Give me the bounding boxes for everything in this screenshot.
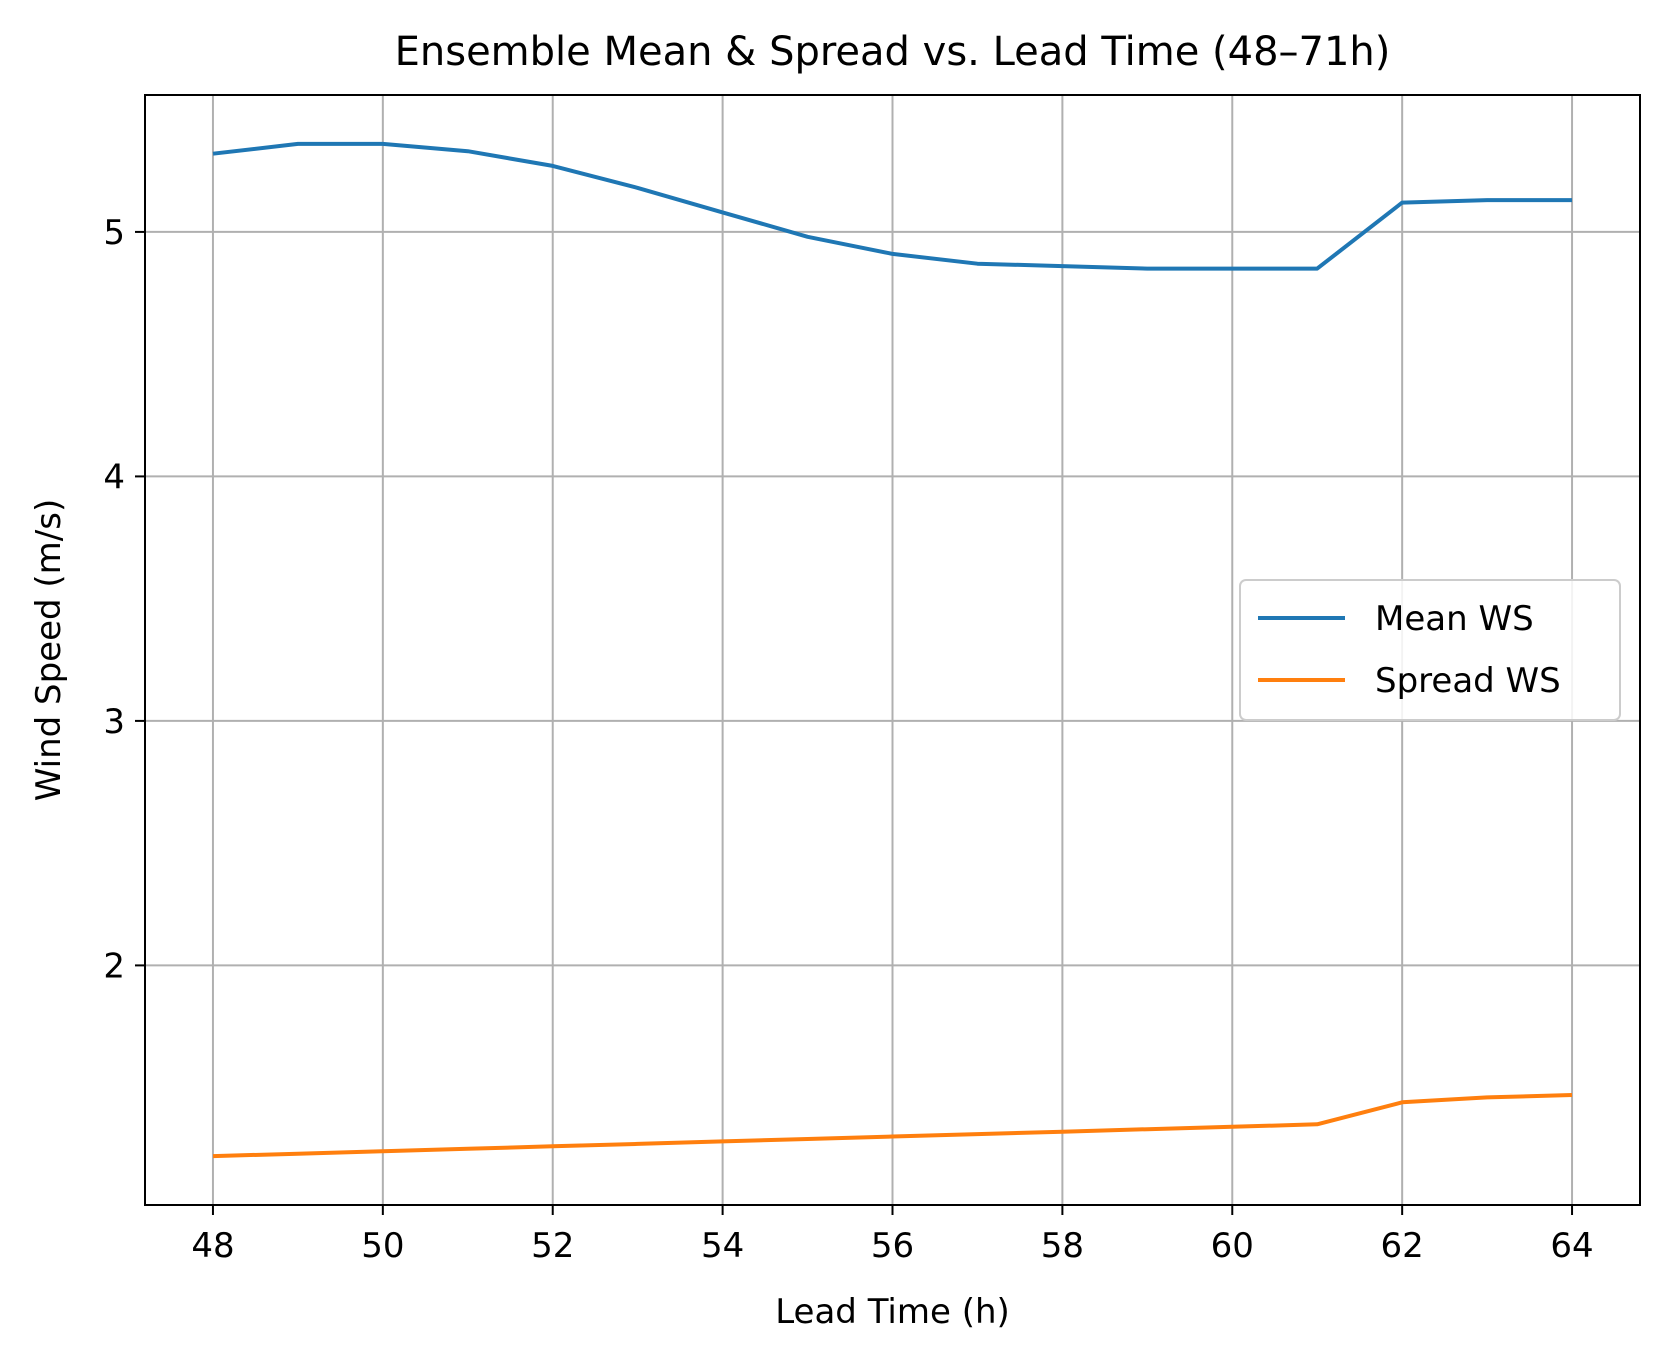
y-tick-label: 3 xyxy=(103,702,125,742)
series-line-mean-ws xyxy=(212,141,1572,271)
chart-title: Ensemble Mean & Spread vs. Lead Time (48… xyxy=(395,29,1391,75)
x-tick-label: 56 xyxy=(871,1226,914,1266)
y-tick-label: 4 xyxy=(103,457,125,497)
y-axis-label: Wind Speed (m/s) xyxy=(29,499,69,801)
x-tick-label: 64 xyxy=(1550,1226,1593,1266)
axis-ticks: 48 50 52 54 56 58 60 62 64 2 3 4 5 xyxy=(103,213,1593,1266)
series-line-spread-ws xyxy=(212,1093,1573,1159)
x-tick-label: 58 xyxy=(1041,1226,1084,1266)
legend-label: Mean WS xyxy=(1375,599,1534,639)
x-tick-label: 48 xyxy=(191,1226,234,1266)
x-tick-label: 52 xyxy=(531,1226,574,1266)
series-lines xyxy=(212,141,1573,1159)
y-tick-label: 2 xyxy=(103,946,125,986)
x-tick-label: 62 xyxy=(1381,1226,1424,1266)
x-tick-label: 54 xyxy=(701,1226,744,1266)
x-tick-label: 50 xyxy=(361,1226,404,1266)
x-axis-label: Lead Time (h) xyxy=(775,1292,1010,1332)
legend-box xyxy=(1239,579,1621,721)
legend-label: Spread WS xyxy=(1375,661,1561,701)
y-tick-label: 5 xyxy=(103,213,125,253)
x-tick-label: 60 xyxy=(1211,1226,1254,1266)
legend: Mean WS Spread WS xyxy=(1239,579,1621,721)
